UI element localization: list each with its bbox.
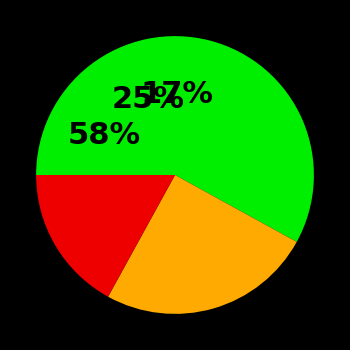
Text: 25%: 25%	[112, 85, 184, 113]
Text: 17%: 17%	[141, 80, 214, 109]
Wedge shape	[36, 36, 314, 242]
Wedge shape	[36, 175, 175, 297]
Text: 58%: 58%	[68, 121, 141, 150]
Wedge shape	[108, 175, 297, 314]
